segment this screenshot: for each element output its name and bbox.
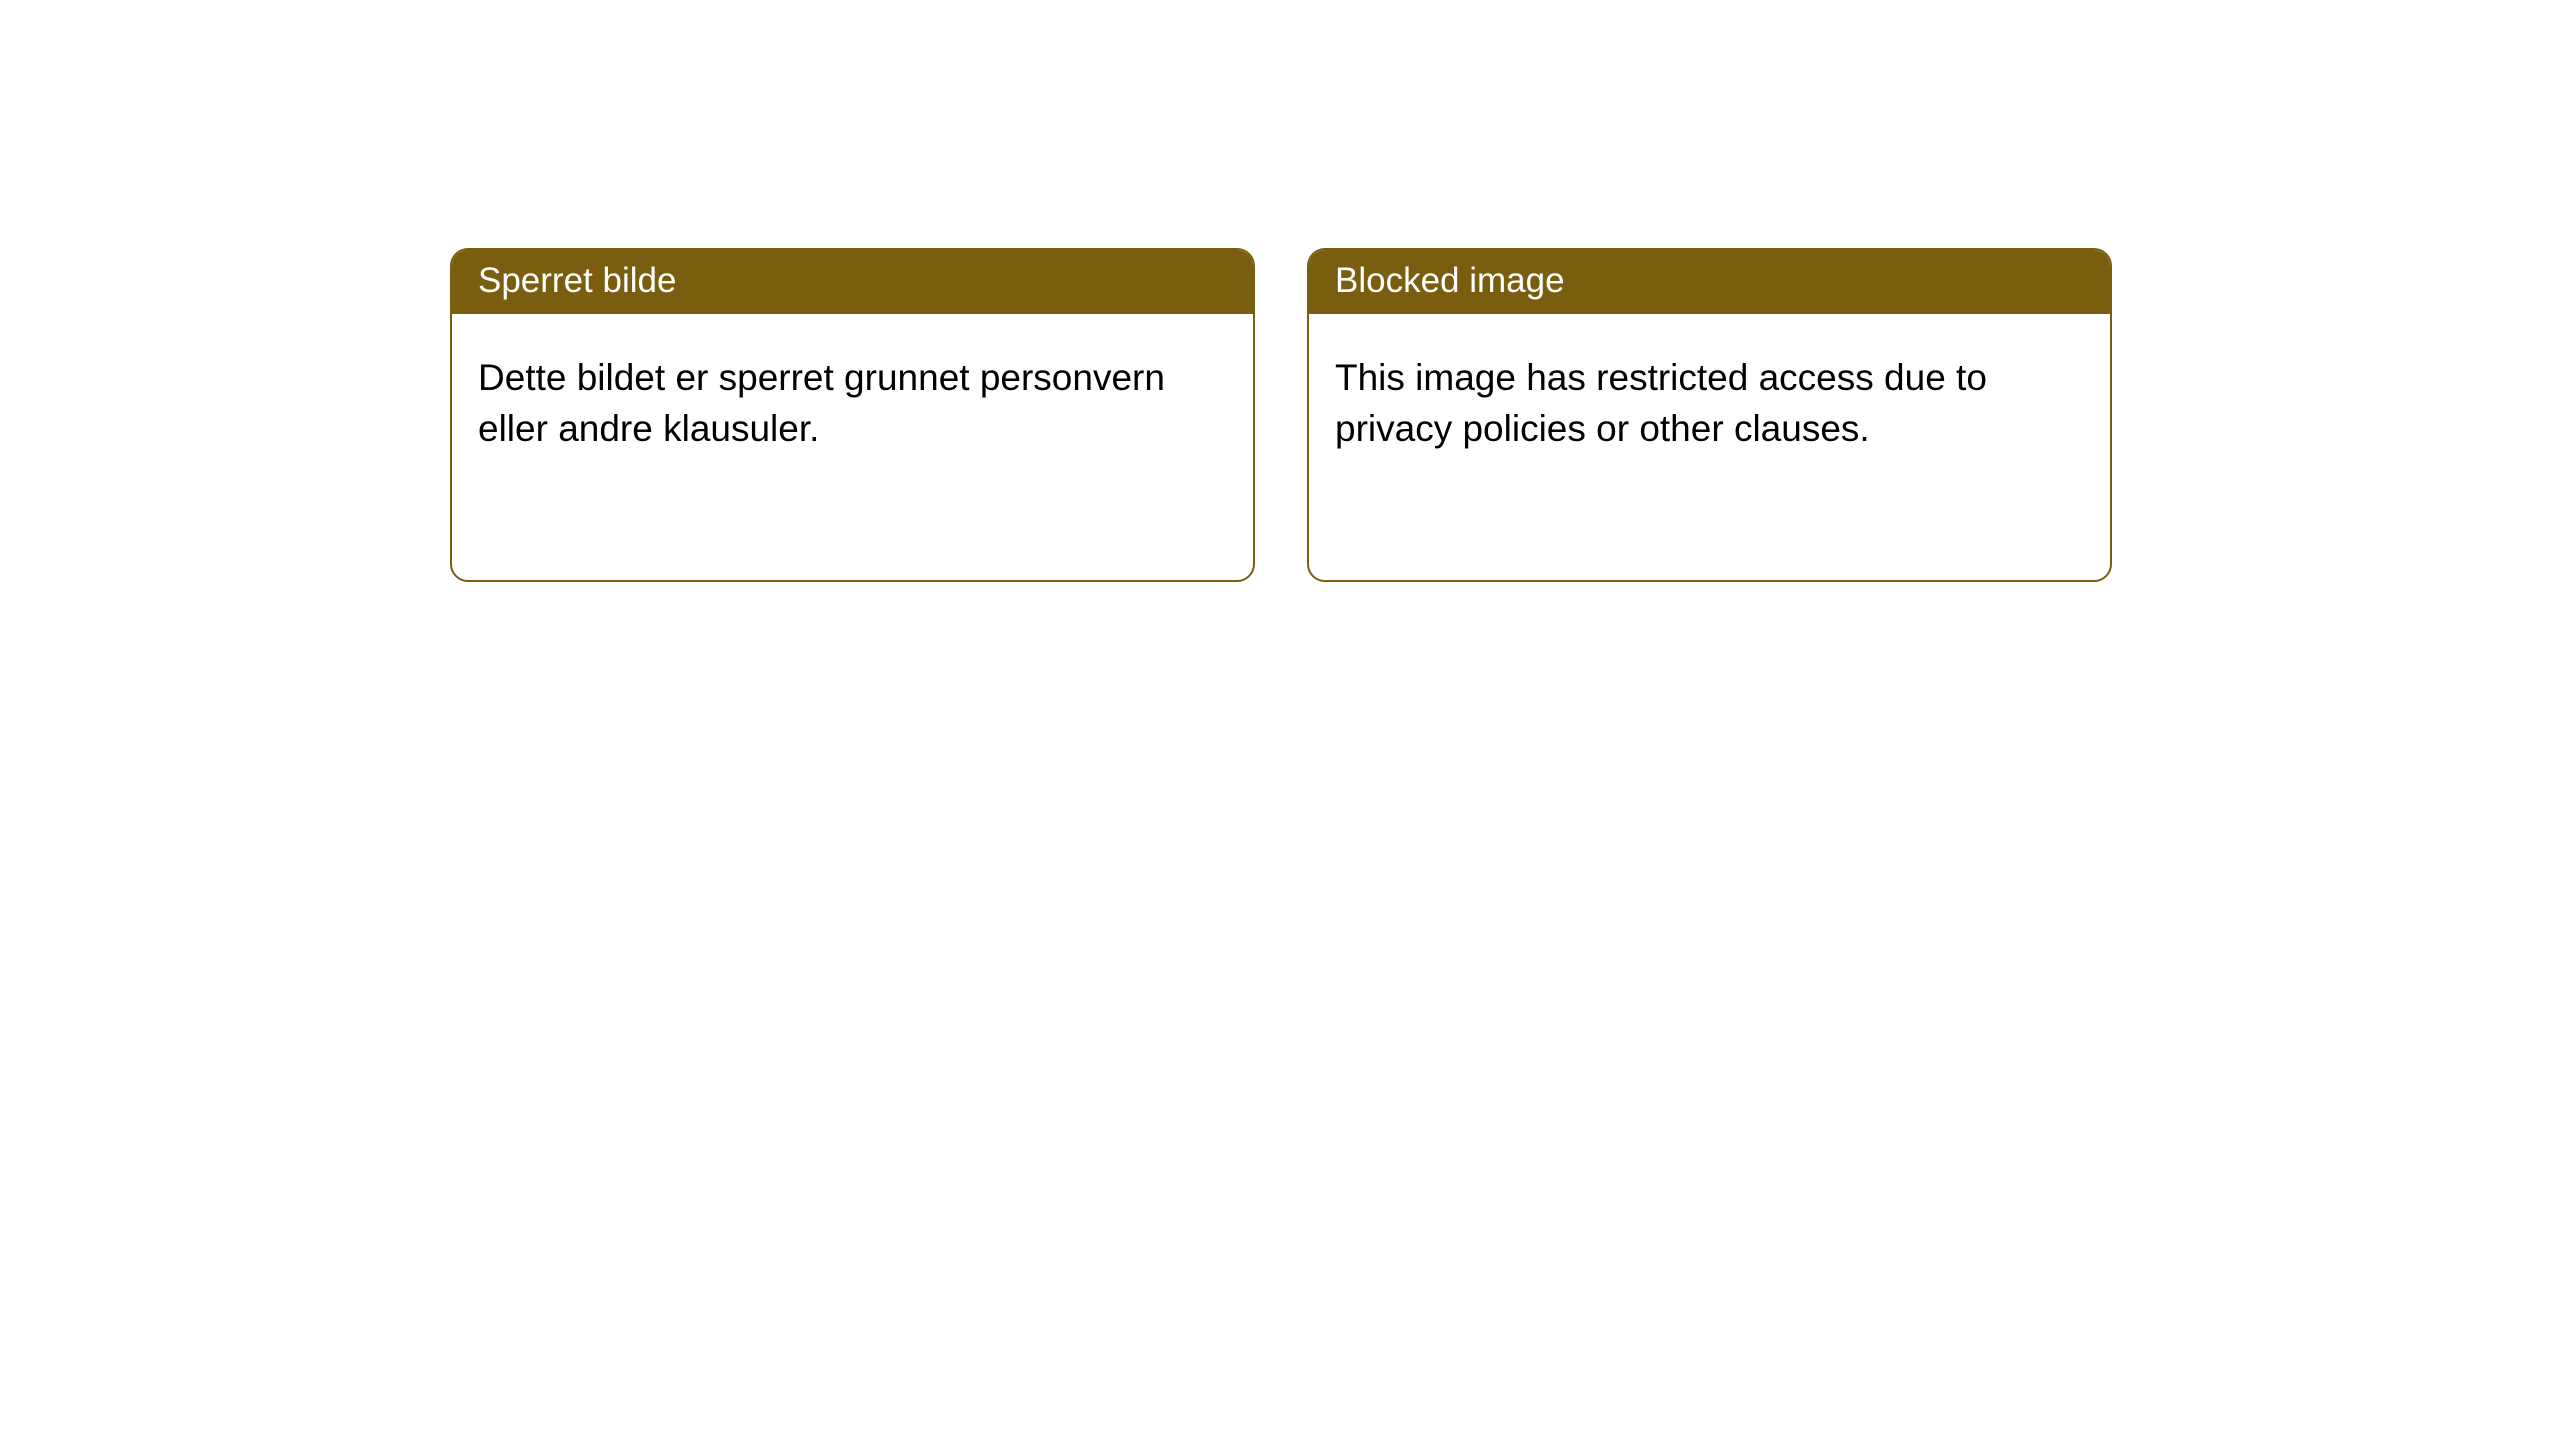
notice-body: This image has restricted access due to … xyxy=(1309,314,2110,480)
notice-title: Blocked image xyxy=(1335,261,1565,300)
notice-header: Blocked image xyxy=(1309,250,2110,314)
notice-header: Sperret bilde xyxy=(452,250,1253,314)
notice-body: Dette bildet er sperret grunnet personve… xyxy=(452,314,1253,480)
notice-card-norwegian: Sperret bilde Dette bildet er sperret gr… xyxy=(450,248,1255,582)
notice-card-english: Blocked image This image has restricted … xyxy=(1307,248,2112,582)
notice-title: Sperret bilde xyxy=(478,261,676,300)
notice-container: Sperret bilde Dette bildet er sperret gr… xyxy=(450,248,2112,582)
notice-body-text: Dette bildet er sperret grunnet personve… xyxy=(478,357,1165,449)
notice-body-text: This image has restricted access due to … xyxy=(1335,357,1987,449)
